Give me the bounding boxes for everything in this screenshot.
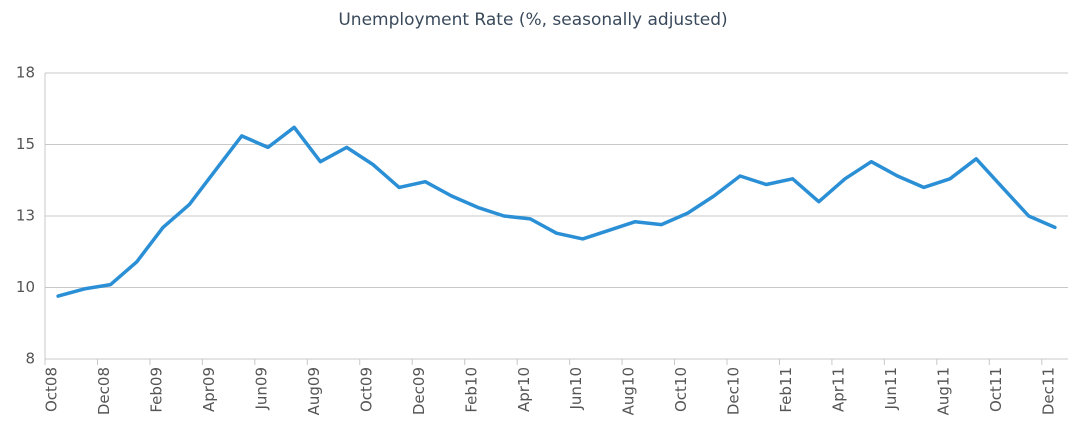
- x-tick-label: Jun10: [567, 367, 585, 411]
- x-tick-label: Oct08: [43, 367, 61, 412]
- x-tick-label: Feb11: [777, 367, 795, 413]
- x-tick-label: Aug10: [620, 367, 638, 415]
- x-tick-label: Dec08: [95, 367, 113, 415]
- x-tick-label: Jun11: [882, 367, 900, 411]
- x-tick-label: Aug09: [305, 367, 323, 415]
- x-tick-label: Dec11: [1039, 367, 1057, 415]
- y-tick-label: 13: [16, 207, 35, 225]
- x-tick-label: Jun09: [252, 367, 270, 411]
- x-tick-label: Oct09: [357, 367, 375, 412]
- y-tick-label: 10: [16, 278, 35, 296]
- x-tick-label: Dec10: [725, 367, 743, 415]
- x-tick-label: Apr11: [830, 367, 848, 412]
- chart-title: Unemployment Rate (%, seasonally adjuste…: [338, 10, 727, 30]
- x-tick-label: Feb10: [462, 367, 480, 413]
- x-tick-label: Oct11: [987, 367, 1005, 412]
- x-tick-label: Dec09: [410, 367, 428, 415]
- y-tick-label: 8: [25, 350, 35, 368]
- y-tick-label: 15: [16, 135, 35, 153]
- x-tick-label: Apr10: [515, 367, 533, 412]
- y-tick-label: 18: [16, 64, 35, 82]
- line-series: [56, 125, 1057, 298]
- x-tick-label: Oct10: [672, 367, 690, 412]
- x-tick-label: Apr09: [200, 367, 218, 412]
- x-tick-label: Aug11: [934, 367, 952, 415]
- x-tick-label: Feb09: [148, 367, 166, 413]
